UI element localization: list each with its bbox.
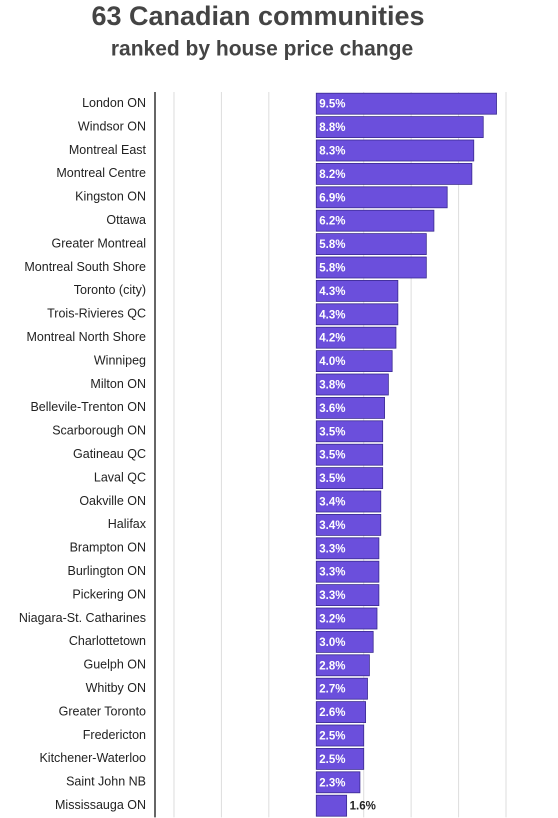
bar [315,443,384,466]
bar [315,607,378,630]
y-tick-label: Montreal East [69,143,147,157]
bar [315,139,475,162]
value-label: 9.5% [319,99,345,111]
value-label: 3.5% [319,426,345,438]
bar [315,701,367,723]
bar [315,420,384,443]
bar [315,396,385,419]
y-tick-label: Toronto (city) [74,283,146,297]
value-label: 3.5% [319,473,345,485]
value-label: 2.6% [319,707,345,719]
value-label: 8.3% [319,146,345,158]
bar [315,584,380,606]
y-tick-label: Scarborough ON [52,424,146,438]
y-tick-label: Greater Toronto [59,704,146,718]
y-tick-label: Guelph ON [83,658,146,672]
bar [315,490,382,513]
bar [315,116,484,138]
value-label: 4.3% [319,309,345,321]
y-tick-label: Trois-Rivieres QC [47,307,146,321]
bar [315,256,427,279]
y-tick-label: London ON [82,96,146,110]
y-tick-label: Kingston ON [75,190,146,204]
value-label: 4.0% [319,356,345,368]
bar [315,303,399,326]
y-tick-label: Halifax [108,517,147,531]
y-tick-label: Milton ON [90,377,146,391]
value-label: 3.4% [319,520,345,532]
value-label: 2.3% [319,777,345,789]
bar [315,560,380,583]
bar [315,771,361,794]
value-label: 4.3% [319,286,345,298]
value-label: 3.3% [319,567,345,579]
value-label: 3.2% [319,614,345,626]
bar [315,373,389,396]
value-label: 2.8% [319,660,345,672]
bar [315,748,365,770]
value-label: 5.8% [319,263,345,275]
y-tick-label: Montreal Centre [56,166,146,180]
value-label: 6.9% [319,192,345,204]
value-label: 3.6% [319,403,345,415]
y-tick-label: Pickering ON [72,587,146,601]
value-label: 6.2% [319,216,345,228]
y-tick-label: Whitby ON [86,681,146,695]
bar [315,233,427,256]
value-label: 4.2% [319,333,345,345]
y-tick-label: Greater Montreal [52,236,146,250]
bar [315,326,397,349]
y-tick-label: Ottawa [106,213,146,227]
y-tick-label: Fredericton [83,728,146,742]
bar [315,794,348,817]
y-tick-label: Burlington ON [67,564,146,578]
y-tick-label: Bellevile-Trenton ON [30,400,146,414]
y-tick-label: Charlottetown [69,634,146,648]
value-label: 2.5% [319,731,345,743]
bar [315,631,374,653]
bar [315,92,497,115]
bar [315,279,399,302]
bar [315,467,384,490]
y-tick-label: Mississauga ON [55,798,146,812]
value-label: 3.5% [319,450,345,462]
value-label: 3.8% [319,380,345,392]
y-tick-label: Winnipeg [94,353,146,367]
bar [315,654,370,677]
value-label: 3.4% [319,497,345,509]
y-tick-label: Laval QC [94,470,146,484]
y-tick-label: Montreal South Shore [24,260,146,274]
value-label: 3.3% [319,543,345,555]
bar [315,537,380,560]
value-label: 2.7% [319,684,345,696]
value-label: 5.8% [319,239,345,251]
value-label: 2.5% [319,754,345,766]
chart-title: 63 Canadian communities [91,1,424,31]
y-tick-label: Saint John NB [66,775,146,789]
bar [315,209,435,232]
y-tick-label: Brampton ON [70,541,146,555]
bar [315,162,473,185]
y-tick-label: Windsor ON [78,119,146,133]
bar [315,186,448,209]
value-label: 3.3% [319,590,345,602]
bar [315,724,365,747]
value-label: 1.6% [350,801,376,813]
y-tick-label: Montreal North Shore [26,330,146,344]
y-tick-label: Gatineau QC [73,447,146,461]
y-tick-label: Oakville ON [79,494,146,508]
y-tick-label: Kitchener-Waterloo [39,751,146,765]
y-tick-label: Niagara-St. Catharines [19,611,146,625]
bar [315,514,382,536]
value-label: 3.0% [319,637,345,649]
value-label: 8.2% [319,169,345,181]
bar [315,350,393,373]
bar [315,677,368,700]
value-label: 8.8% [319,122,345,134]
chart-subtitle: ranked by house price change [111,38,413,61]
